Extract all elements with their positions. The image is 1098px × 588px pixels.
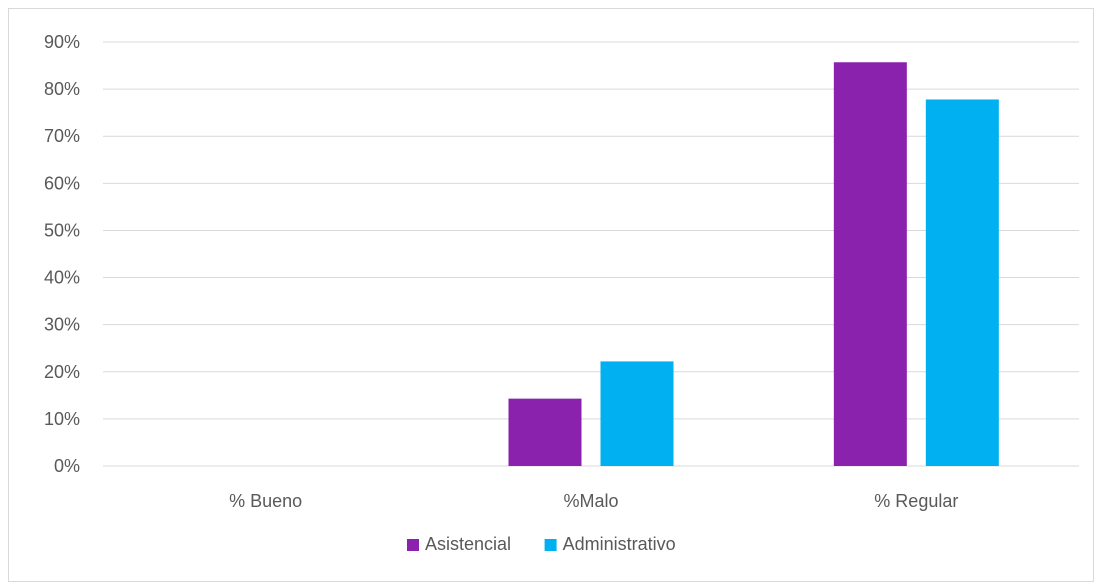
y-tick-label: 40% [44, 268, 80, 288]
chart-frame: 0% 10% 20% 30% 40% 50% 60% 70% 80% 90% % Bueno %Ma… [8, 8, 1094, 582]
y-tick-label: 70% [44, 126, 80, 146]
bar-administrativo-2 [925, 99, 999, 466]
bar-asistencial-2 [833, 62, 907, 466]
y-tick-label: 60% [44, 173, 80, 193]
y-tick-label: 10% [44, 409, 80, 429]
x-category-label: % Regular [874, 491, 958, 511]
legend-swatch-administrativo [544, 539, 557, 551]
y-tick-label: 50% [44, 220, 80, 240]
y-axis-tick-labels: 0% 10% 20% 30% 40% 50% 60% 70% 80% 90% [44, 32, 80, 476]
x-axis-category-labels: % Bueno %Malo % Regular [229, 491, 958, 511]
bar-administrativo-1 [600, 361, 674, 466]
legend-swatch-asistencial [407, 539, 419, 551]
y-tick-label: 90% [44, 32, 80, 52]
bars [508, 62, 999, 466]
bar-chart: 0% 10% 20% 30% 40% 50% 60% 70% 80% 90% % Bueno %Ma… [44, 32, 1079, 554]
y-tick-label: 80% [44, 79, 80, 99]
gridlines [103, 41, 1079, 467]
legend: Asistencial Administrativo [407, 534, 676, 554]
x-category-label: %Malo [563, 491, 618, 511]
y-tick-label: 20% [44, 362, 80, 382]
y-tick-label: 0% [54, 456, 80, 476]
legend-label-asistencial: Asistencial [425, 534, 511, 554]
legend-label-administrativo: Administrativo [563, 534, 676, 554]
x-category-label: % Bueno [229, 491, 302, 511]
y-tick-label: 30% [44, 315, 80, 335]
bar-asistencial-1 [508, 398, 582, 466]
